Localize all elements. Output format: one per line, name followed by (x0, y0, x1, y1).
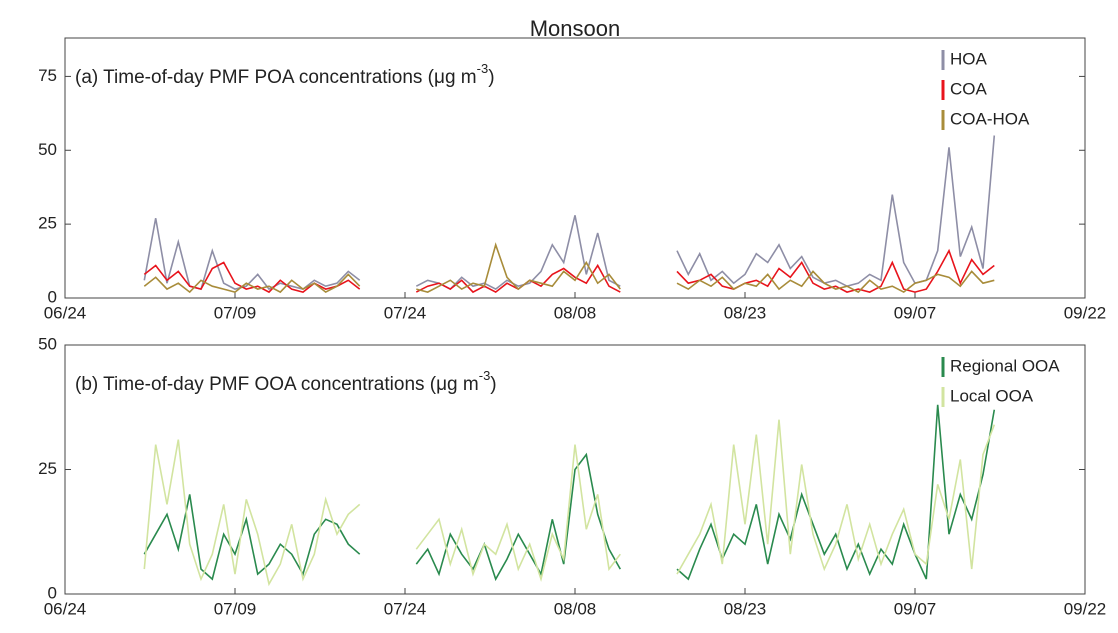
y-tick-label: 0 (48, 287, 57, 306)
y-tick-label: 50 (38, 140, 57, 159)
panel-label-text: (b) Time-of-day PMF OOA concentrations (… (75, 374, 479, 395)
x-tick-label: 07/09 (214, 599, 257, 618)
y-tick-label: 0 (48, 583, 57, 602)
x-tick-label: 07/24 (384, 303, 427, 322)
x-tick-label: 09/07 (894, 303, 937, 322)
x-tick-label: 08/08 (554, 303, 597, 322)
series-line (143, 135, 996, 291)
legend-label: COA-HOA (950, 109, 1030, 128)
panel-label-superscript: -3 (479, 368, 491, 383)
chart-title: Monsoon (530, 16, 621, 41)
x-tick-label: 09/22 (1064, 303, 1107, 322)
x-tick-label: 09/07 (894, 599, 937, 618)
x-tick-label: 06/24 (44, 303, 87, 322)
y-tick-label: 50 (38, 334, 57, 353)
legend-label: Regional OOA (950, 356, 1060, 375)
x-tick-label: 08/08 (554, 599, 597, 618)
series-line (143, 419, 996, 587)
x-tick-label: 06/24 (44, 599, 87, 618)
x-tick-label: 08/23 (724, 599, 767, 618)
legend-label: Local OOA (950, 386, 1034, 405)
panel-label-suffix: ) (490, 374, 496, 395)
panel-label-suffix: ) (488, 67, 494, 88)
y-tick-label: 25 (38, 459, 57, 478)
x-tick-label: 09/22 (1064, 599, 1107, 618)
panel-label-superscript: -3 (477, 61, 489, 76)
y-tick-label: 25 (38, 214, 57, 233)
series-line (143, 242, 995, 294)
panel-label-text: (a) Time-of-day PMF POA concentrations (… (75, 67, 477, 88)
y-tick-label: 75 (38, 66, 57, 85)
x-tick-label: 07/09 (214, 303, 257, 322)
series-line (143, 404, 996, 582)
x-tick-label: 08/23 (724, 303, 767, 322)
legend-label: HOA (950, 49, 988, 68)
panel-label: (a) Time-of-day PMF POA concentrations (… (75, 61, 495, 88)
panel-label: (b) Time-of-day PMF OOA concentrations (… (75, 368, 497, 395)
legend-label: COA (950, 79, 988, 98)
series-line (143, 248, 995, 294)
x-tick-label: 07/24 (384, 599, 427, 618)
